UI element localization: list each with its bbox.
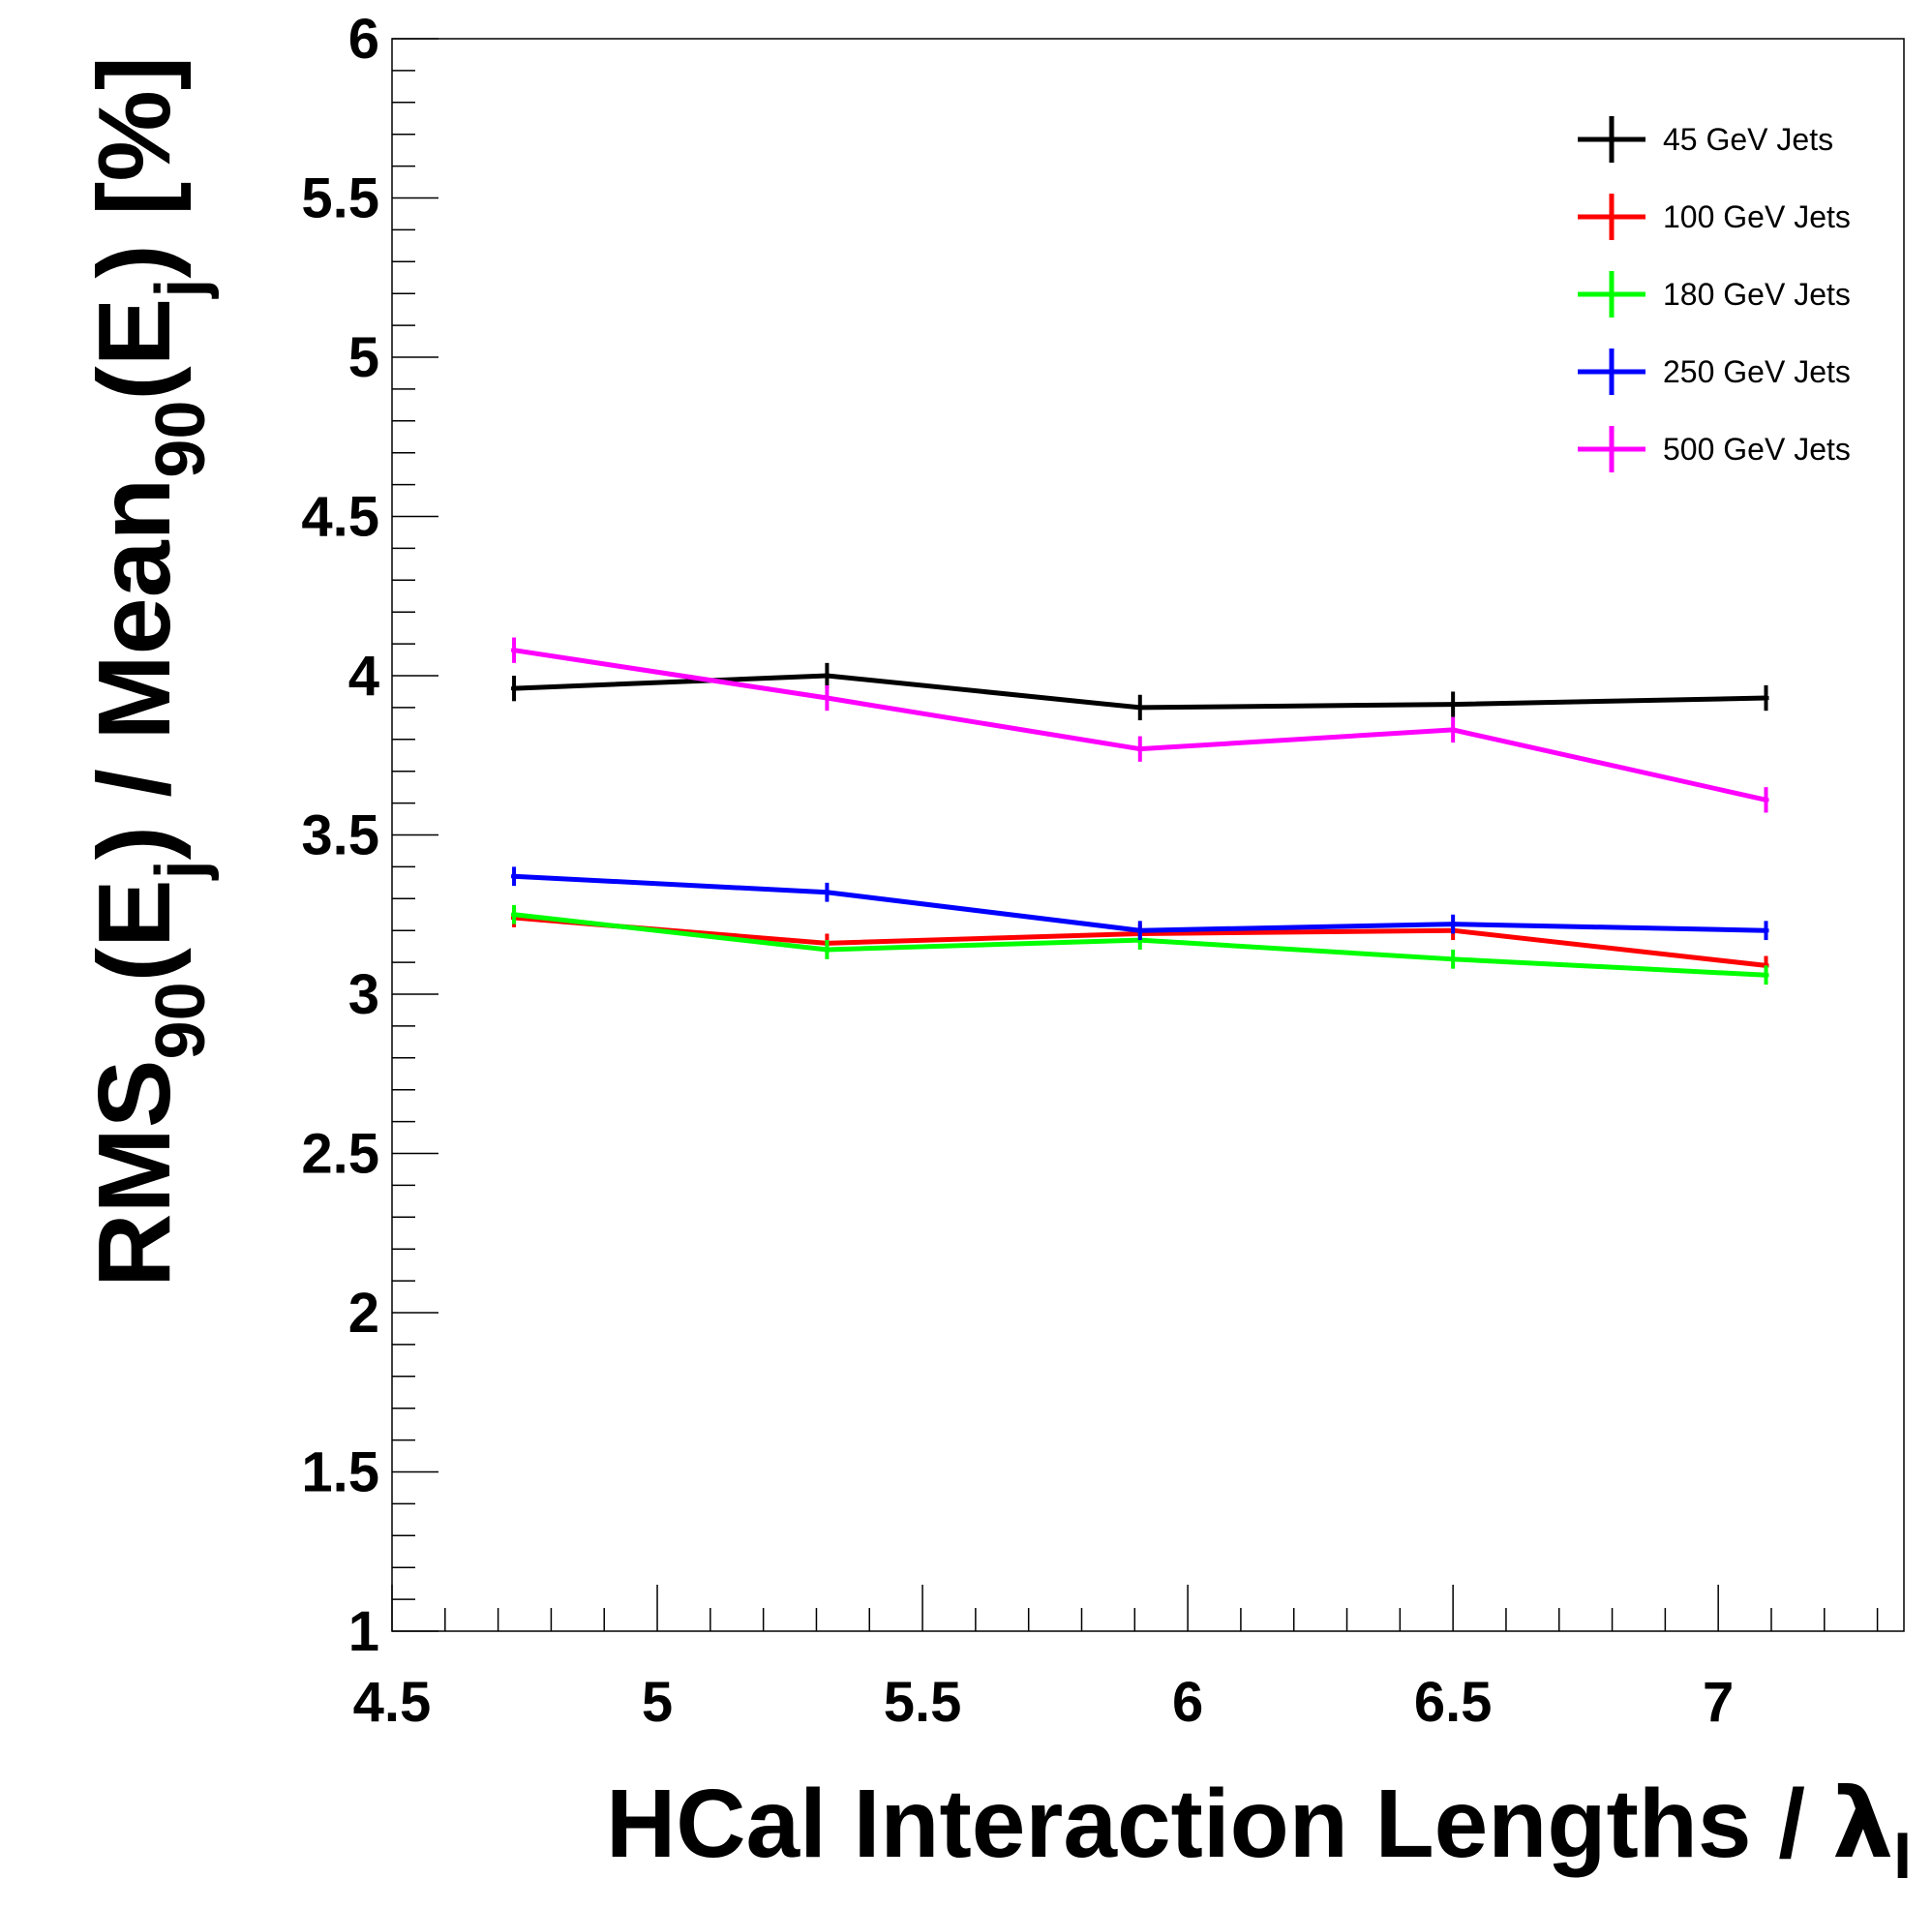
y-axis-title-part: (E xyxy=(77,298,192,401)
y-tick-label: 5 xyxy=(348,326,379,389)
y-axis-title-group: RMS90(Ej) / Mean90(Ej) [%] xyxy=(77,56,220,1288)
y-axis-title-sub: j xyxy=(142,860,220,881)
x-tick-label: 5 xyxy=(642,1671,673,1734)
y-tick-label: 5.5 xyxy=(301,167,379,230)
y-tick-label: 4 xyxy=(348,645,379,708)
legend: 45 GeV Jets 100 GeV Jets 180 GeV Jets 250 G… xyxy=(1578,116,1851,472)
legend-label: 45 GeV Jets xyxy=(1663,122,1833,157)
y-axis-title-part: ) / Mean xyxy=(77,478,192,861)
y-axis-title-part: (E xyxy=(77,879,192,982)
legend-label: 100 GeV Jets xyxy=(1663,199,1851,234)
series-3 xyxy=(511,866,1769,941)
x-tick-label: 5.5 xyxy=(884,1671,962,1734)
y-axis-title-part: ) [%] xyxy=(77,56,192,279)
y-tick-label: 1 xyxy=(348,1600,379,1663)
legend-label: 250 GeV Jets xyxy=(1663,354,1851,389)
y-tick-label: 6 xyxy=(348,8,379,71)
y-tick-label: 3 xyxy=(348,963,379,1026)
x-axis-title-text: HCal Interaction Lengths / xyxy=(606,1770,1832,1878)
y-tick-label: 3.5 xyxy=(301,804,379,867)
y-axis-title: RMS90(Ej) / Mean90(Ej) [%] xyxy=(77,56,220,1288)
x-tick-labels: 4.5 5 5.5 6 6.5 7 xyxy=(353,1671,1735,1734)
x-axis-title-symbol: λ xyxy=(1832,1767,1893,1880)
x-tick-label: 6 xyxy=(1172,1671,1203,1734)
x-axis-title: HCal Interaction Lengths / λI xyxy=(606,1767,1912,1893)
y-tick-label: 2.5 xyxy=(301,1123,379,1186)
y-axis-title-sub: j xyxy=(142,279,220,300)
x-tick-label: 6.5 xyxy=(1414,1671,1493,1734)
series-group xyxy=(511,637,1769,985)
series-4 xyxy=(511,637,1769,813)
legend-label: 180 GeV Jets xyxy=(1663,277,1851,312)
y-axis-title-sub: 90 xyxy=(142,401,220,478)
y-axis-title-part: RMS xyxy=(77,1059,192,1288)
x-tick-label: 7 xyxy=(1703,1671,1734,1734)
legend-label: 500 GeV Jets xyxy=(1663,432,1851,467)
x-tick-label: 4.5 xyxy=(353,1671,432,1734)
axes-group xyxy=(391,38,1905,1632)
y-tick-label: 4.5 xyxy=(301,486,379,549)
y-tick-label: 2 xyxy=(348,1282,379,1345)
y-tick-labels: 1 1.5 2 2.5 3 3.5 4 4.5 5 5.5 6 xyxy=(301,8,379,1663)
y-axis-title-sub: 90 xyxy=(142,982,220,1059)
y-tick-label: 1.5 xyxy=(301,1441,379,1504)
x-axis-title-symbol-subscript: I xyxy=(1893,1819,1912,1893)
